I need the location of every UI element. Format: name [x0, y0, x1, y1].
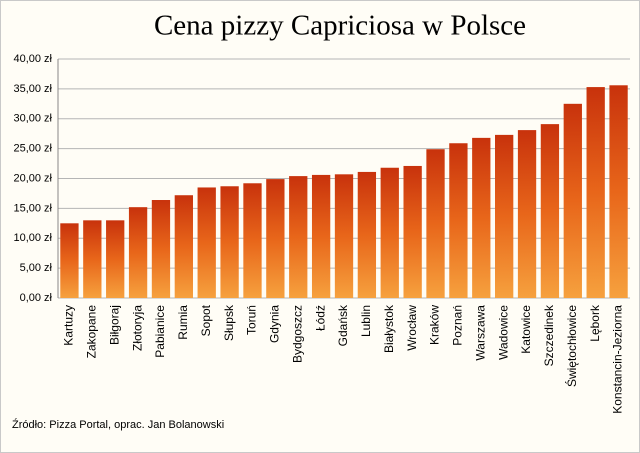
y-tick-label: 40,00 zł — [13, 53, 52, 65]
bar — [540, 124, 560, 298]
bar — [334, 174, 354, 298]
x-tick-label: Poznań — [451, 305, 465, 346]
x-tick-label: Biłgoraj — [107, 305, 121, 345]
x-tick-label: Pabianice — [153, 305, 167, 358]
bar — [426, 149, 445, 298]
x-tick-label: Lębork — [588, 304, 602, 342]
x-tick-label: Toruń — [245, 305, 259, 335]
bar — [151, 200, 171, 298]
x-tick-label: Kartuzy — [62, 305, 76, 346]
bar — [128, 207, 148, 298]
x-tick-label: Gdańsk — [336, 304, 350, 346]
bar — [266, 179, 285, 298]
bar — [380, 167, 399, 298]
bar — [197, 187, 216, 298]
bar — [311, 174, 331, 298]
bar — [106, 220, 125, 298]
x-tick-label: Białystok — [382, 304, 396, 353]
x-tick-label: Konstancin-Jeziorna — [611, 305, 625, 414]
x-tick-label: Wrocław — [405, 305, 419, 351]
y-tick-label: 30,00 zł — [13, 113, 52, 125]
bar — [243, 183, 262, 298]
bar — [83, 220, 102, 298]
x-tick-label: Słupsk — [222, 304, 236, 341]
bar — [449, 143, 468, 298]
bar — [472, 137, 491, 298]
x-tick-label: Rumia — [176, 305, 190, 340]
y-tick-label: 15,00 zł — [13, 202, 52, 214]
x-tick-label: Lublin — [359, 305, 373, 337]
x-tick-label: Łódź — [313, 305, 327, 331]
y-tick-label: 35,00 zł — [13, 83, 52, 95]
bar — [517, 130, 537, 298]
bar — [586, 87, 605, 299]
bar — [563, 103, 582, 298]
x-tick-label: Szczedinek — [542, 304, 556, 366]
bar — [289, 176, 308, 298]
bar — [609, 85, 628, 298]
y-tick-label: 20,00 zł — [13, 172, 52, 184]
x-tick-label: Świętochłowice — [564, 305, 579, 387]
x-tick-label: Bydgoszcz — [290, 305, 304, 363]
bar — [357, 171, 377, 298]
y-tick-label: 10,00 zł — [13, 232, 52, 244]
x-tick-label: Zakopane — [84, 305, 98, 359]
x-tick-label: Wadowice — [496, 305, 510, 360]
bar — [220, 186, 239, 298]
bar — [60, 223, 79, 298]
x-tick-label: Warszawa — [473, 305, 487, 361]
x-tick-label: Katowice — [519, 305, 533, 354]
x-tick-label: Gdynia — [268, 305, 282, 343]
source-note: Źródło: Pizza Portal, oprac. Jan Bolanow… — [12, 418, 224, 431]
bar — [495, 134, 514, 298]
y-tick-label: 5,00 zł — [20, 262, 53, 274]
x-tick-label: Złotoryja — [130, 305, 144, 351]
y-tick-label: 0,00 zł — [20, 292, 53, 304]
y-tick-label: 25,00 zł — [13, 143, 52, 155]
x-tick-label: Kraków — [428, 305, 442, 345]
bar — [174, 195, 193, 298]
chart-title: Cena pizzy Capriciosa w Polsce — [154, 10, 526, 42]
x-tick-label: Sopot — [199, 304, 213, 336]
bar — [403, 165, 422, 298]
